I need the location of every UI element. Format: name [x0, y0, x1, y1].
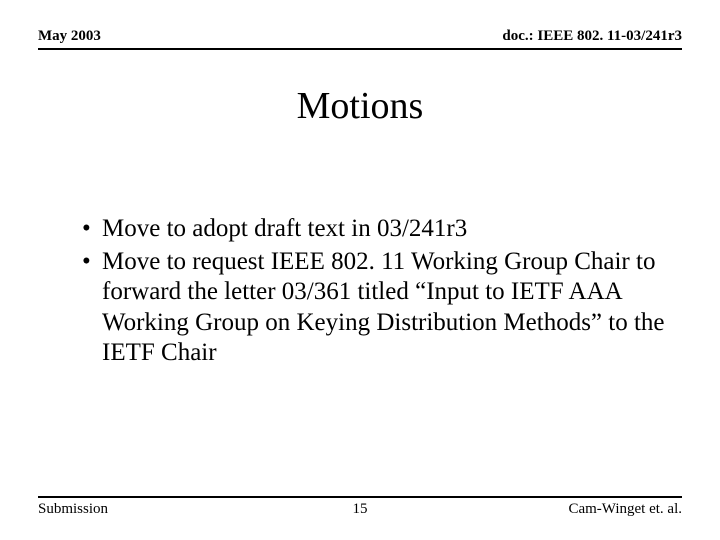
slide-title: Motions: [38, 84, 682, 128]
slide-header: May 2003 doc.: IEEE 802. 11-03/241r3: [38, 28, 682, 50]
footer-author: Cam-Winget et. al.: [568, 501, 682, 518]
header-date: May 2003: [38, 28, 101, 45]
bullet-item: Move to adopt draft text in 03/241r3: [82, 214, 672, 245]
slide-page: May 2003 doc.: IEEE 802. 11-03/241r3 Mot…: [0, 0, 720, 540]
header-docid: doc.: IEEE 802. 11-03/241r3: [502, 28, 682, 45]
bullet-list: Move to adopt draft text in 03/241r3 Mov…: [38, 214, 682, 369]
bullet-item: Move to request IEEE 802. 11 Working Gro…: [82, 247, 672, 369]
slide-footer: Submission 15 Cam-Winget et. al.: [38, 496, 682, 518]
footer-left: Submission: [38, 501, 108, 518]
